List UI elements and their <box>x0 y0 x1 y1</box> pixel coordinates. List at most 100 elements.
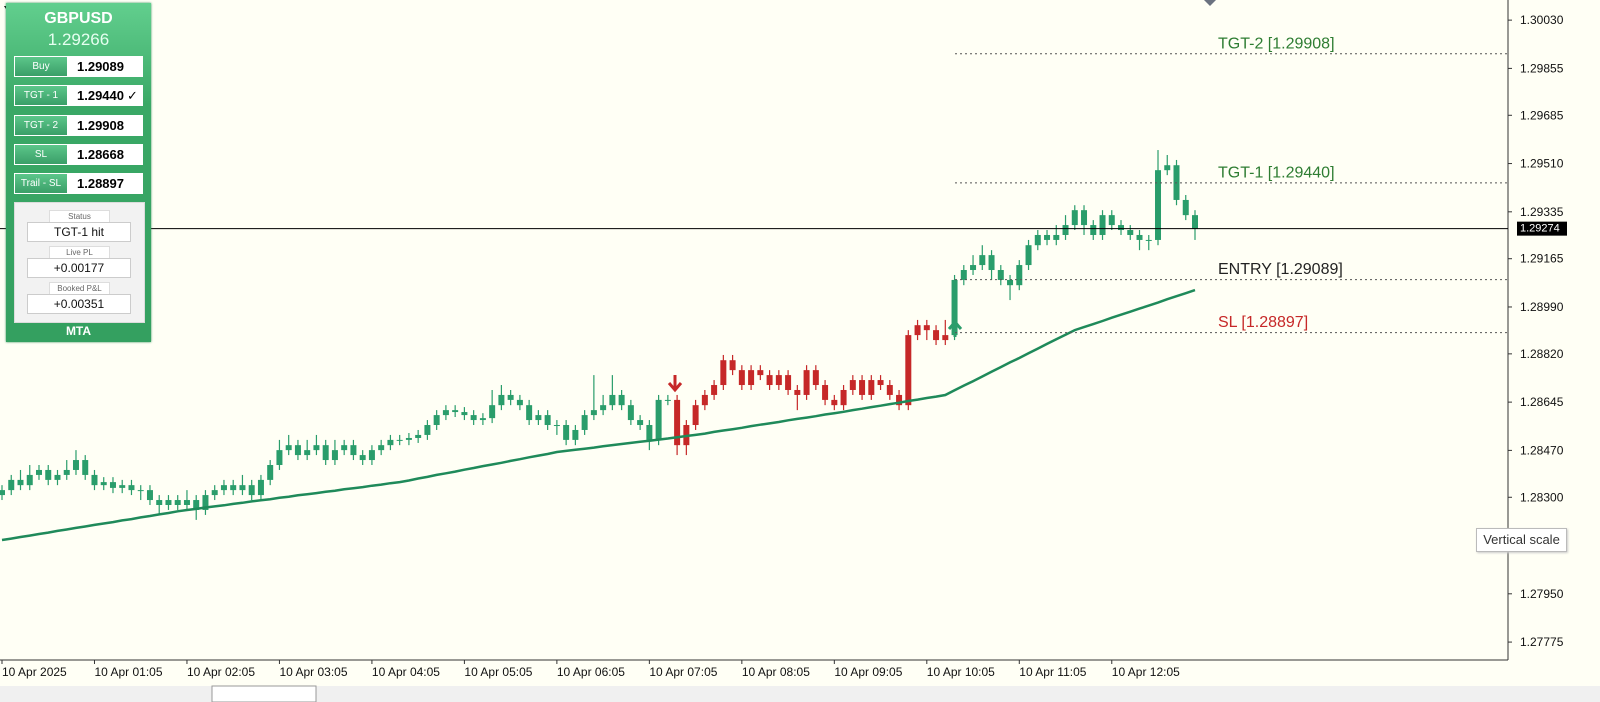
candle-body <box>812 370 819 386</box>
candle-body <box>1127 230 1134 235</box>
candle-body <box>489 405 496 419</box>
x-tick-label: 10 Apr 07:05 <box>649 665 717 679</box>
candle-body <box>563 425 570 440</box>
candle-body <box>1071 210 1078 226</box>
candle-body <box>618 394 625 406</box>
candle-body <box>590 410 597 416</box>
candle-body <box>840 389 847 406</box>
row-button[interactable]: TGT - 2 <box>15 116 67 135</box>
candle-body <box>1090 225 1097 235</box>
candle-body <box>609 394 616 406</box>
candle-body <box>766 375 773 386</box>
candle-body <box>322 445 329 461</box>
candle-body <box>331 450 338 461</box>
x-tick-label: 10 Apr 06:05 <box>557 665 625 679</box>
candle-body <box>82 460 89 475</box>
candle-body <box>183 500 190 505</box>
tab-bar <box>0 686 1600 702</box>
candle-body <box>294 445 301 456</box>
row-button[interactable]: Buy <box>15 57 67 76</box>
candle-body <box>1053 234 1060 240</box>
last-price-box <box>1517 221 1567 236</box>
candle-body <box>109 482 116 488</box>
candle-body <box>905 335 912 406</box>
candle-body <box>267 465 274 480</box>
candle-body <box>146 490 153 501</box>
candle-body <box>26 474 33 486</box>
candle-body <box>35 469 42 475</box>
level-label: TGT-1 [1.29440] <box>1218 164 1335 181</box>
candle-body <box>193 500 200 510</box>
candle-body <box>970 265 977 271</box>
field-value: +0.00177 <box>27 258 131 278</box>
candle-body <box>137 490 144 492</box>
row-button[interactable]: Trail - SL <box>15 174 67 193</box>
candle-body <box>498 394 505 406</box>
candle-body <box>646 425 653 440</box>
candle-body <box>896 394 903 406</box>
candle-body <box>785 375 792 390</box>
candle-body <box>202 495 209 510</box>
x-tick-label: 10 Apr 02:05 <box>187 665 255 679</box>
x-tick-label: 10 Apr 12:05 <box>1112 665 1180 679</box>
candle-body <box>1062 225 1069 235</box>
level-label: SL [1.28897] <box>1218 314 1308 331</box>
x-tick-label: 10 Apr 08:05 <box>742 665 810 679</box>
candle-body <box>914 325 921 336</box>
y-tick-label: 1.29165 <box>1520 252 1564 266</box>
candle-body <box>794 389 801 395</box>
candle-body <box>257 479 264 496</box>
candle-body <box>1007 279 1014 286</box>
candle-body <box>933 330 940 341</box>
row-button[interactable]: TGT - 1 <box>15 86 67 105</box>
candle-body <box>1164 165 1171 171</box>
candle-body <box>470 415 477 421</box>
candle-body <box>17 479 24 486</box>
candle-body <box>350 445 357 456</box>
x-tick-label: 10 Apr 03:05 <box>279 665 347 679</box>
candle-body <box>119 485 126 488</box>
candle-body <box>415 434 422 438</box>
field-value: +0.00351 <box>27 294 131 314</box>
candle-body <box>1136 234 1143 240</box>
candle-body <box>405 437 412 440</box>
panel-row: TGT - 2 1.29908 <box>14 115 143 136</box>
candle-body <box>988 255 995 271</box>
candle-body <box>637 420 644 426</box>
candle-body <box>692 405 699 426</box>
row-value: 1.29440 ✓ <box>67 86 142 105</box>
candle-body <box>45 469 52 480</box>
candle-body <box>1182 199 1189 216</box>
candle-body <box>960 270 967 280</box>
candle-body <box>701 394 708 406</box>
x-tick-label: 10 Apr 2025 <box>2 665 67 679</box>
candle-body <box>54 474 61 480</box>
fields-box: Status TGT-1 hit Live PL +0.00177 Booked P&L… <box>14 202 145 323</box>
candle-body <box>775 375 782 386</box>
row-value: 1.29089 <box>67 57 142 76</box>
row-button[interactable]: SL <box>15 145 67 164</box>
candle-body <box>859 380 866 395</box>
y-tick-label: 1.28820 <box>1520 347 1564 361</box>
candle-body <box>341 445 348 451</box>
candle-body <box>507 394 514 400</box>
tab[interactable] <box>211 685 317 702</box>
candle-body <box>8 479 15 491</box>
candle-body <box>1044 234 1051 240</box>
candle-body <box>831 399 838 406</box>
y-tick-label: 1.29855 <box>1520 61 1564 75</box>
candle-body <box>711 385 718 395</box>
candle-body <box>100 482 107 486</box>
x-tick-label: 10 Apr 11:05 <box>1019 665 1086 679</box>
y-tick-label: 1.30030 <box>1520 13 1564 27</box>
candle-body <box>803 370 810 395</box>
footer: MTA <box>65 324 92 338</box>
last-price-label: 1.29274 <box>1520 223 1560 235</box>
candle-body <box>211 490 218 496</box>
row-value: 1.28668 <box>67 145 142 164</box>
candle-body <box>581 415 588 430</box>
trade-panel: GBPUSD 1.29266 MTA Status TGT-1 hit Live P… <box>6 3 151 342</box>
candle-body <box>239 485 246 491</box>
